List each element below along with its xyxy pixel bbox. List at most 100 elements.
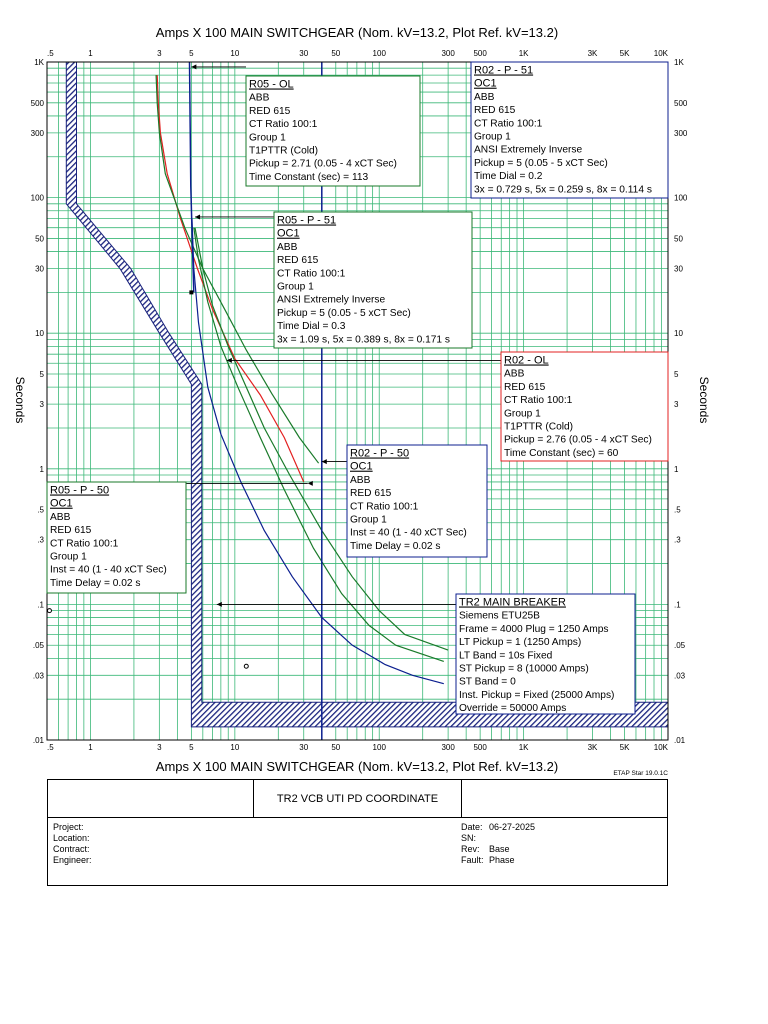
y-tick-label-right: .05: [674, 641, 686, 650]
y-tick-label-right: 5: [674, 370, 679, 379]
y-tick-label-left: 30: [35, 265, 44, 274]
annotation-line: Pickup = 2.76 (0.05 - 4 xCT Sec): [504, 435, 652, 446]
annotation-line: RED 615: [350, 488, 392, 499]
leader-arrow: [195, 214, 201, 220]
x-tick-label-top: 5: [189, 49, 194, 58]
annotation-line: ANSI Extremely Inverse: [474, 145, 582, 156]
annotation-box: [500, 351, 669, 462]
contract-label: Contract:: [53, 844, 90, 854]
annotation-line: RED 615: [504, 382, 546, 393]
curve-tr2_vert: [188, 62, 195, 293]
x-tick-label-top: 100: [373, 49, 387, 58]
annotation-tr2: TR2 MAIN BREAKER Siemens ETU25B Frame = 40…: [455, 593, 636, 715]
y-axis-label-left: Seconds: [13, 377, 27, 424]
leader-arrow: [216, 601, 222, 607]
y-tick-label-right: .5: [674, 506, 681, 515]
damage-band-fill: [65, 62, 668, 728]
marker-circle: [46, 608, 52, 614]
annotation-subtitle: OC1: [350, 461, 373, 473]
marker-circle: [243, 663, 249, 669]
y-tick-label-left: 1K: [34, 58, 44, 67]
y-axis-label-right: Seconds: [697, 377, 711, 424]
y-tick-label-right: 1K: [674, 58, 684, 67]
leader-arrow: [191, 64, 197, 70]
annotation-line: Frame = 4000 Plug = 1250 Amps: [459, 624, 609, 635]
x-tick-label-top: 30: [299, 49, 308, 58]
chart-title-top: Amps X 100 MAIN SWITCHGEAR (Nom. kV=13.2…: [156, 25, 558, 40]
title-block: TR2 VCB UTI PD COORDINATE Project: Locat…: [47, 779, 668, 886]
software-version: ETAP Star 19.0.1C: [613, 770, 668, 777]
annotation-line: ST Pickup = 8 (10000 Amps): [459, 664, 589, 675]
annotation-box: [46, 481, 187, 594]
annotation-line: T1PTTR (Cold): [504, 422, 573, 433]
y-tick-label-left: 5: [40, 370, 45, 379]
x-tick-label-top: 50: [331, 49, 340, 58]
sn-row: SN:: [461, 833, 535, 844]
annotation-title: R02 - OL: [504, 355, 549, 367]
annotation-line: Group 1: [350, 515, 387, 526]
annotation-line: CT Ratio 100:1: [350, 501, 419, 512]
rev-row: Rev: Base: [461, 844, 535, 855]
annotation-line: ABB: [50, 512, 71, 523]
title-block-row1-left: [48, 780, 254, 818]
x-tick-label-top: 300: [441, 49, 455, 58]
annotation-title: R02 - P - 50: [350, 448, 409, 460]
y-tick-label-left: 10: [35, 329, 44, 338]
x-tick-label-bottom: 100: [373, 743, 387, 752]
y-tick-label-right: .01: [674, 736, 686, 745]
annotation-line: CT Ratio 100:1: [277, 268, 346, 279]
annotation-line: CT Ratio 100:1: [50, 538, 119, 549]
x-tick-label-top: .5: [47, 49, 54, 58]
annotation-line: Inst = 40 (1 - 40 xCT Sec): [50, 565, 167, 576]
y-tick-label-left: 50: [35, 234, 44, 243]
annotation-line: Time Constant (sec) = 113: [249, 172, 369, 183]
project-label: Project:: [53, 822, 84, 832]
annotation-subtitle: OC1: [50, 498, 73, 510]
x-tick-label-top: 5K: [620, 49, 630, 58]
annotation-line: ABB: [277, 242, 298, 253]
fault-row: Fault: Phase: [461, 855, 535, 866]
annotation-line: Time Delay = 0.02 s: [50, 578, 141, 589]
x-tick-label-bottom: 3: [157, 743, 162, 752]
x-tick-label-bottom: 1K: [519, 743, 529, 752]
x-tick-label-bottom: 500: [473, 743, 487, 752]
annotation-line: Group 1: [504, 408, 541, 419]
curve-r02_p51: [194, 227, 449, 651]
x-tick-label-bottom: 10K: [654, 743, 669, 752]
annotation-line: 3x = 1.09 s, 5x = 0.389 s, 8x = 0.171 s: [277, 334, 450, 345]
date-value: 06-27-2025: [489, 822, 536, 832]
x-tick-label-bottom: 5: [189, 743, 194, 752]
x-tick-label-bottom: 10: [230, 743, 239, 752]
y-tick-label-left: 1: [40, 465, 45, 474]
annotation-title: R05 - OL: [249, 79, 294, 91]
rev-label: Rev:: [461, 844, 480, 854]
annotation-line: Group 1: [249, 132, 286, 143]
annotation-box: [455, 593, 636, 715]
leader-arrow: [226, 357, 232, 363]
y-tick-label-left: .3: [37, 536, 44, 545]
sn-label: SN:: [461, 833, 477, 843]
annotation-line: ABB: [350, 475, 371, 486]
annotation-line: Siemens ETU25B: [459, 611, 540, 622]
x-tick-label-top: 1K: [519, 49, 529, 58]
tcc-chart: Amps X 100 MAIN SWITCHGEAR (Nom. kV=13.2…: [13, 25, 711, 777]
x-tick-label-bottom: 300: [441, 743, 455, 752]
location-label: Location:: [53, 833, 90, 843]
annotations: R05 - OL ABB RED 615 CT Ratio 100:1 Group 1 T…: [46, 61, 669, 715]
y-tick-label-left: .1: [37, 600, 44, 609]
annotation-line: Group 1: [50, 552, 87, 563]
grid: [47, 62, 668, 740]
annotation-line: ABB: [474, 92, 495, 103]
annotation-line: Pickup = 5 (0.05 - 5 xCT Sec): [277, 308, 411, 319]
date-label: Date:: [461, 822, 483, 832]
x-tick-label-bottom: 1: [88, 743, 93, 752]
annotation-line: ST Band = 0: [459, 677, 516, 688]
annotation-line: T1PTTR (Cold): [249, 146, 318, 157]
annotation-title: R05 - P - 51: [277, 215, 336, 227]
curve-tr2_lt: [191, 218, 444, 685]
leaders: [186, 64, 501, 607]
y-tick-label-right: .1: [674, 600, 681, 609]
chart-title-bottom: Amps X 100 MAIN SWITCHGEAR (Nom. kV=13.2…: [156, 759, 558, 774]
